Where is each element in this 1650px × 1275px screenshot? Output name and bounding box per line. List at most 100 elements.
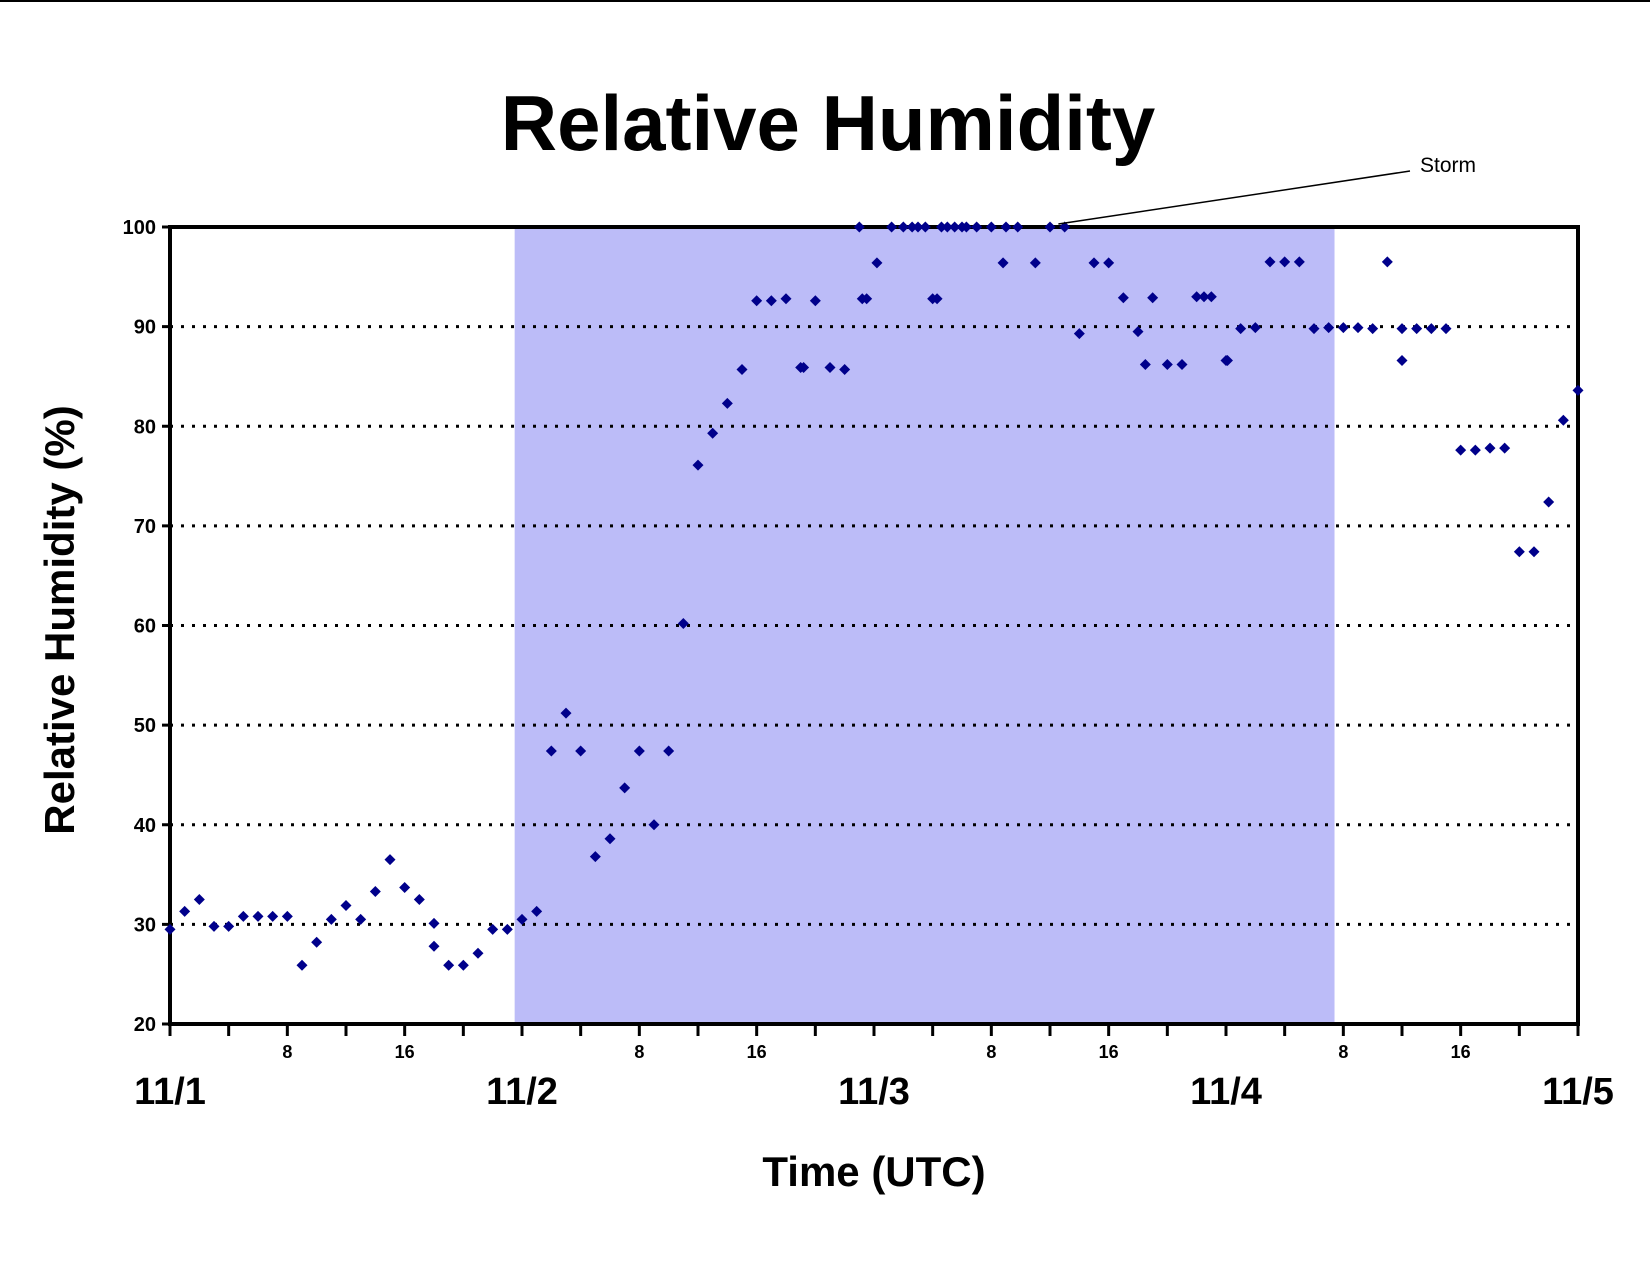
- data-point: [355, 913, 367, 925]
- data-point: [780, 293, 792, 305]
- storm-annotation-label: Storm: [1420, 154, 1476, 177]
- data-point: [906, 221, 918, 233]
- data-point: [1029, 257, 1041, 269]
- data-point: [164, 923, 176, 935]
- data-point: [1044, 221, 1056, 233]
- data-point: [1221, 354, 1233, 366]
- data-point: [1293, 256, 1305, 268]
- x-hour-label-2: 8: [634, 1042, 644, 1062]
- data-point: [208, 920, 220, 932]
- x-axis-title: Time (UTC): [762, 1148, 985, 1195]
- data-point: [809, 295, 821, 307]
- data-point: [325, 913, 337, 925]
- data-point: [1455, 444, 1467, 456]
- data-point: [871, 257, 883, 269]
- data-points: [164, 221, 1584, 971]
- data-point: [1117, 292, 1129, 304]
- data-point: [1352, 322, 1364, 334]
- x-date-label-3: 11/4: [1190, 1071, 1262, 1113]
- data-point: [296, 959, 308, 971]
- data-point: [839, 363, 851, 375]
- storm-annotation-leader-line: [1058, 170, 1411, 225]
- data-point: [1572, 384, 1584, 396]
- data-point: [707, 427, 719, 439]
- data-point: [223, 920, 235, 932]
- data-point: [311, 936, 323, 948]
- data-point: [545, 745, 557, 757]
- data-point: [516, 913, 528, 925]
- data-point: [1396, 354, 1408, 366]
- x-hour-label-3: 16: [747, 1042, 767, 1062]
- data-point: [960, 221, 972, 233]
- data-point: [935, 221, 947, 233]
- data-point: [267, 910, 279, 922]
- data-point: [1513, 546, 1525, 558]
- data-point: [501, 923, 513, 935]
- storm-shaded-region: [514, 227, 1335, 1024]
- data-point: [1235, 323, 1247, 335]
- data-point: [1012, 221, 1024, 233]
- data-point: [252, 910, 264, 922]
- data-point: [997, 257, 1009, 269]
- x-hour-label-5: 16: [1099, 1042, 1119, 1062]
- y-tick-label-100: 100: [123, 217, 156, 239]
- x-date-label-1: 11/2: [486, 1071, 558, 1113]
- data-point: [340, 899, 352, 911]
- data-point: [1161, 358, 1173, 370]
- y-tick-label-70: 70: [134, 516, 156, 538]
- data-point: [971, 221, 983, 233]
- data-point: [886, 221, 898, 233]
- data-point: [1411, 323, 1423, 335]
- data-point: [1103, 257, 1115, 269]
- y-axis-tick-labels: 20 30 40 50 60 70 80 90 100: [123, 217, 170, 1036]
- y-tick-label-80: 80: [134, 416, 156, 438]
- data-point: [1557, 414, 1569, 426]
- data-point: [1499, 442, 1511, 454]
- data-point: [1337, 322, 1349, 334]
- data-point: [472, 947, 484, 959]
- data-point: [1073, 328, 1085, 340]
- data-point: [443, 959, 455, 971]
- data-point: [1264, 256, 1276, 268]
- data-point: [1528, 546, 1540, 558]
- data-point: [949, 221, 961, 233]
- data-point: [736, 363, 748, 375]
- data-point: [1000, 221, 1012, 233]
- data-point: [1543, 496, 1555, 508]
- data-point: [1396, 323, 1408, 335]
- data-point: [604, 833, 616, 845]
- data-point: [457, 959, 469, 971]
- chart-title: Relative Humidity: [501, 79, 1156, 167]
- data-point: [853, 221, 865, 233]
- y-tick-label-30: 30: [134, 914, 156, 936]
- data-point: [941, 221, 953, 233]
- data-point: [560, 707, 572, 719]
- x-date-label-2: 11/3: [838, 1071, 910, 1113]
- x-hour-label-6: 8: [1338, 1042, 1348, 1062]
- y-axis-title: Relative Humidity (%): [36, 405, 83, 834]
- data-point: [677, 618, 689, 630]
- grid-lines: [170, 325, 1578, 926]
- x-hour-label-1: 16: [395, 1042, 415, 1062]
- data-point: [648, 819, 660, 831]
- data-point: [1176, 358, 1188, 370]
- data-point: [861, 293, 873, 305]
- data-point: [919, 221, 931, 233]
- data-point: [369, 885, 381, 897]
- data-point: [1323, 322, 1335, 334]
- data-point: [384, 854, 396, 866]
- data-point: [912, 221, 924, 233]
- x-hour-label-7: 16: [1451, 1042, 1471, 1062]
- data-point: [663, 745, 675, 757]
- x-date-label-4: 11/5: [1542, 1071, 1614, 1113]
- data-point: [692, 459, 704, 471]
- data-point: [1191, 291, 1203, 303]
- data-point: [1088, 257, 1100, 269]
- data-point: [1249, 322, 1261, 334]
- data-point: [897, 221, 909, 233]
- data-point: [931, 293, 943, 305]
- data-point: [399, 882, 411, 894]
- data-point: [985, 221, 997, 233]
- data-point: [1425, 323, 1437, 335]
